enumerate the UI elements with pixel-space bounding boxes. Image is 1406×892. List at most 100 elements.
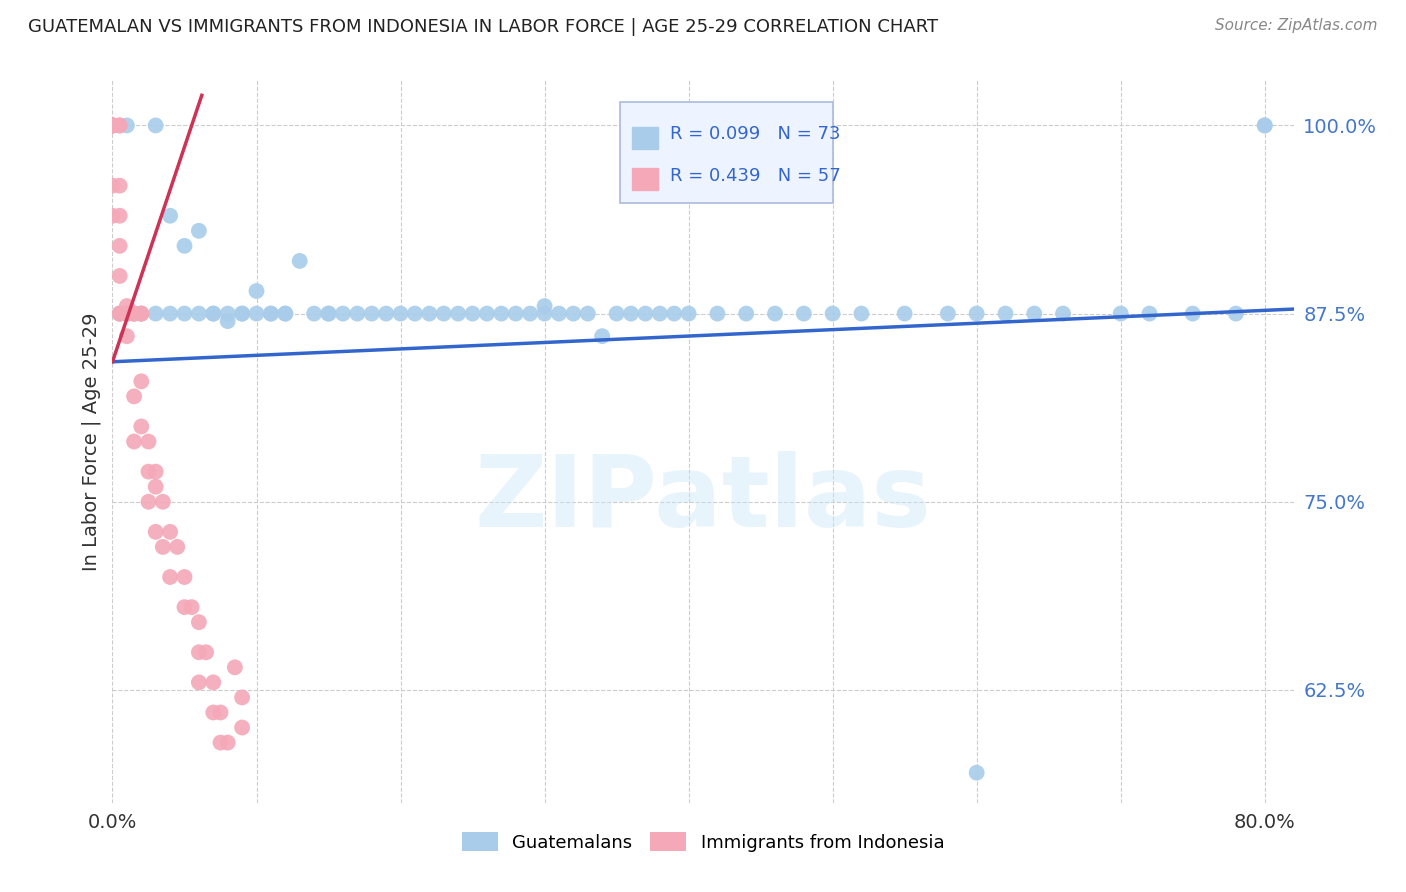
Point [202,307,225,321]
Point [129,419,152,434]
Point [108,178,131,193]
Point [318,307,340,321]
Point [166,540,188,554]
Point [173,239,195,253]
Point [145,119,167,133]
Point [101,119,124,133]
Point [533,299,555,313]
Point [187,224,209,238]
Text: R = 0.099   N = 73: R = 0.099 N = 73 [669,126,841,144]
Text: ZIPatlas: ZIPatlas [475,450,931,548]
Point [101,119,124,133]
Point [209,736,232,750]
Point [138,434,160,449]
Point [122,434,145,449]
Point [129,375,152,389]
Point [108,239,131,253]
Point [793,307,815,321]
Point [138,465,160,479]
Point [1254,119,1277,133]
Point [1052,307,1074,321]
Point [966,765,988,780]
Point [735,307,758,321]
Point [152,495,174,509]
Point [101,119,124,133]
Point [821,307,844,321]
Point [519,307,541,321]
Point [101,119,124,133]
Point [217,314,239,328]
Point [108,119,131,133]
Point [1139,307,1161,321]
Point [129,307,152,321]
Point [678,307,700,321]
Point [129,307,152,321]
Point [260,307,283,321]
Point [360,307,382,321]
Point [994,307,1017,321]
Point [209,706,232,720]
Point [187,615,209,630]
Point [1109,307,1132,321]
Point [893,307,915,321]
Point [274,307,297,321]
Point [966,307,988,321]
Point [576,307,599,321]
Point [159,209,181,223]
Point [145,480,167,494]
Point [202,307,225,321]
Point [145,524,167,539]
Point [606,307,628,321]
Point [115,307,138,321]
Point [122,307,145,321]
Point [115,299,138,313]
Point [562,307,585,321]
Point [245,284,267,298]
Point [108,307,131,321]
Point [115,307,138,321]
Point [533,307,555,321]
Point [145,307,167,321]
Point [260,307,283,321]
Point [231,307,253,321]
Point [664,307,686,321]
Point [115,307,138,321]
Point [101,178,124,193]
Point [274,307,297,321]
Point [101,209,124,223]
Point [122,307,145,321]
Y-axis label: In Labor Force | Age 25-29: In Labor Force | Age 25-29 [82,312,101,571]
Point [159,570,181,584]
Point [1024,307,1046,321]
Point [404,307,426,321]
Point [318,307,340,321]
Point [447,307,470,321]
Point [346,307,368,321]
Point [129,307,152,321]
Bar [633,127,658,149]
Point [1181,307,1204,321]
Text: Source: ZipAtlas.com: Source: ZipAtlas.com [1215,18,1378,33]
Point [108,268,131,283]
Text: GUATEMALAN VS IMMIGRANTS FROM INDONESIA IN LABOR FORCE | AGE 25-29 CORRELATION C: GUATEMALAN VS IMMIGRANTS FROM INDONESIA … [28,18,938,36]
Point [195,645,218,659]
Point [418,307,440,321]
Point [101,119,124,133]
Point [851,307,873,321]
FancyBboxPatch shape [620,102,832,203]
Point [108,119,131,133]
Point [634,307,657,321]
Point [187,675,209,690]
Point [145,465,167,479]
Point [548,307,571,321]
Point [1254,119,1277,133]
Point [115,119,138,133]
Point [115,307,138,321]
Point [302,307,325,321]
Point [936,307,959,321]
Point [491,307,513,321]
Legend: Guatemalans, Immigrants from Indonesia: Guatemalans, Immigrants from Indonesia [454,825,952,859]
Point [763,307,786,321]
Point [706,307,728,321]
Point [591,329,613,343]
